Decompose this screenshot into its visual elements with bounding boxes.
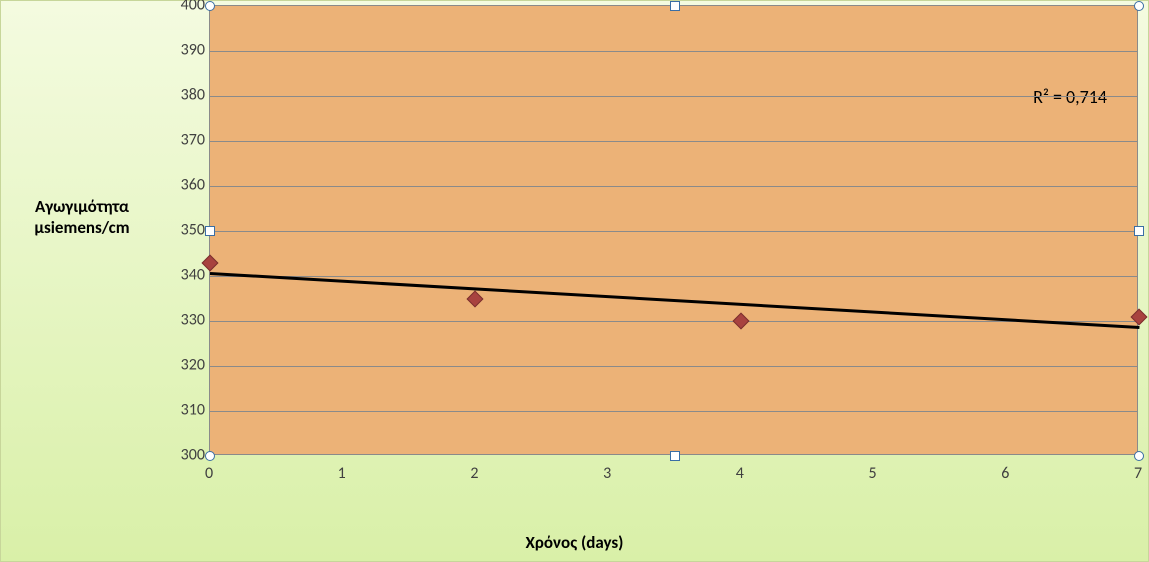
x-tick-label: 1 — [338, 464, 346, 483]
selection-handle[interactable] — [1134, 226, 1144, 236]
y-tick-label: 400 — [161, 0, 205, 15]
selection-handle[interactable] — [205, 1, 215, 11]
y-tick-label: 370 — [161, 131, 205, 150]
x-tick-label: 6 — [1001, 464, 1009, 483]
y-tick-label: 380 — [161, 86, 205, 105]
gridline — [210, 96, 1137, 97]
gridline — [210, 141, 1137, 142]
y-tick-label: 320 — [161, 356, 205, 375]
x-axis-label: Χρόνος (days) — [526, 532, 624, 553]
gridline — [210, 366, 1137, 367]
y-tick-label: 390 — [161, 41, 205, 60]
x-tick-label: 4 — [736, 464, 744, 483]
y-axis-label-line1: Αγωγιμότητα — [35, 196, 129, 217]
data-point[interactable] — [467, 290, 484, 307]
selection-handle[interactable] — [1134, 451, 1144, 461]
plot-wrap: R² = 0,714 30031032033034035036037038039… — [161, 1, 1138, 489]
gridline — [210, 321, 1137, 322]
selection-handle[interactable] — [205, 226, 215, 236]
gridline — [210, 51, 1137, 52]
y-tick-label: 360 — [161, 176, 205, 195]
x-tick-label: 0 — [205, 464, 213, 483]
x-tick-label: 3 — [603, 464, 611, 483]
data-point[interactable] — [1131, 308, 1148, 325]
x-tick-label: 7 — [1134, 464, 1142, 483]
selection-handle[interactable] — [670, 451, 680, 461]
r-squared-label: R² = 0,714 — [1033, 86, 1107, 108]
gridline — [210, 186, 1137, 187]
y-tick-label: 350 — [161, 221, 205, 240]
x-tick-label: 2 — [470, 464, 478, 483]
y-tick-label: 300 — [161, 446, 205, 465]
x-tick-label: 5 — [869, 464, 877, 483]
selection-handle[interactable] — [670, 1, 680, 11]
gridline — [210, 276, 1137, 277]
plot-area[interactable]: R² = 0,714 — [209, 5, 1138, 455]
selection-handle[interactable] — [205, 451, 215, 461]
gridline — [210, 411, 1137, 412]
data-point[interactable] — [732, 313, 749, 330]
selection-handle[interactable] — [1134, 1, 1144, 11]
chart-container[interactable]: Αγωγιμότητα μsiemens/cm Χρόνος (days) R²… — [0, 0, 1149, 562]
y-tick-label: 340 — [161, 266, 205, 285]
y-tick-label: 330 — [161, 311, 205, 330]
y-axis-label-line2: μsiemens/cm — [34, 217, 129, 238]
y-tick-label: 310 — [161, 401, 205, 420]
y-axis-label: Αγωγιμότητα μsiemens/cm — [7, 196, 157, 239]
gridline — [210, 231, 1137, 232]
